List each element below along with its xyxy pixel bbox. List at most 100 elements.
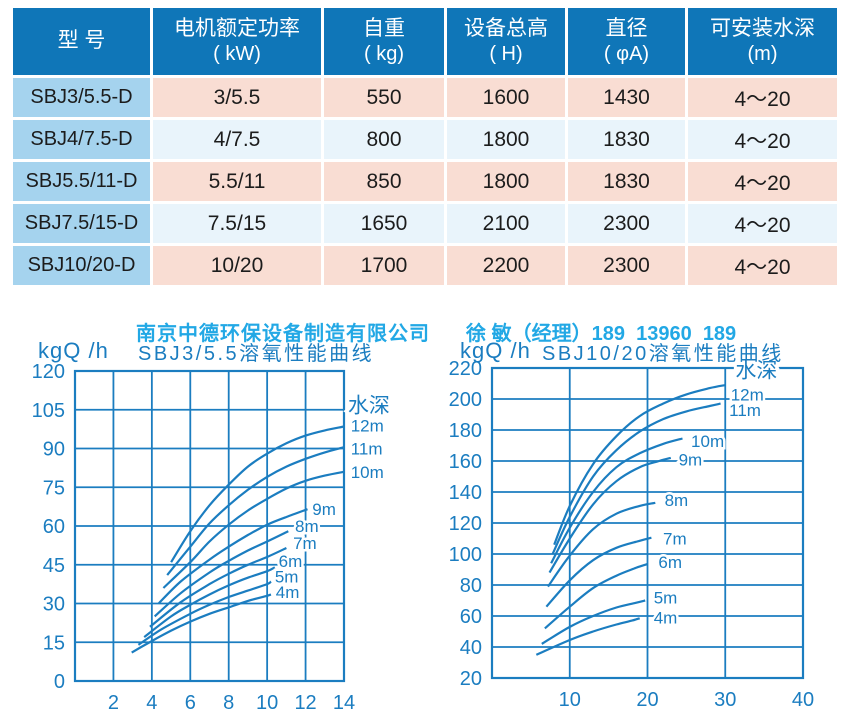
curve-6m xyxy=(143,566,276,638)
curve-label-4m: 4m xyxy=(276,583,300,602)
curve-label-9m: 9m xyxy=(679,450,703,469)
x-tick-label: 30 xyxy=(714,689,736,711)
model-cell: SBJ4/7.5-D xyxy=(13,120,150,159)
x-tick-label: 10 xyxy=(559,689,581,711)
x-tick-label: 14 xyxy=(333,692,355,714)
curve-label-11m: 11m xyxy=(351,440,383,459)
y-tick-label: 220 xyxy=(449,358,482,380)
x-tick-label: 20 xyxy=(636,689,658,711)
curve-label-7m: 7m xyxy=(293,534,317,553)
header-cell-0: 型 号 xyxy=(13,8,150,75)
y-tick-label: 180 xyxy=(449,420,482,442)
curve-label-6m: 6m xyxy=(279,552,303,571)
header-unit: (m) xyxy=(747,43,778,66)
chart-title: SBJ3/5.5溶氧性能曲线 xyxy=(138,342,374,365)
header-cell-4: 直径 ( φA) xyxy=(568,8,685,75)
y-tick-label: 40 xyxy=(460,637,482,659)
contact-line: 南京中德环保设备制造有限公司 徐 敏（经理）189 13960 189 xyxy=(0,294,850,369)
y-tick-label: 15 xyxy=(43,632,65,654)
curve-8m xyxy=(153,530,289,618)
curve-9m xyxy=(157,508,308,605)
curve-label-7m: 7m xyxy=(663,530,687,549)
water-depth-legend: 水深 xyxy=(735,360,777,383)
data-cell: 2300 xyxy=(568,246,685,285)
y-tick-label: 60 xyxy=(43,516,65,538)
curve-4m xyxy=(131,593,272,654)
y-tick-label: 30 xyxy=(43,594,65,616)
y-tick-label: 60 xyxy=(460,606,482,628)
data-cell: 850 xyxy=(324,162,444,201)
data-cell: 2100 xyxy=(447,204,565,243)
chart-sbj10-20-performance: 20 40 60 80 100 120 140 160 180 200 220 10 20 30 40 12m… xyxy=(449,338,815,711)
y-tick-label: 0 xyxy=(54,671,65,693)
data-cell: 1830 xyxy=(568,162,685,201)
header-unit: ( φA) xyxy=(603,43,650,66)
data-cell: 4～20 xyxy=(688,204,837,243)
data-cell: 1800 xyxy=(447,162,565,201)
curve-label-10m: 10m xyxy=(351,463,384,482)
header-unit: ( H) xyxy=(489,43,523,66)
model-cell: SBJ10/20-D xyxy=(13,246,150,285)
header-cell-3: 设备总高 ( H) xyxy=(447,8,565,75)
curve-label-6m: 6m xyxy=(658,553,682,572)
header-title: 直径 xyxy=(605,16,648,40)
y-tick-label: 100 xyxy=(449,544,482,566)
curve-label-5m: 5m xyxy=(275,567,299,586)
curve-12m xyxy=(553,384,726,546)
y-tick-label: 200 xyxy=(449,389,482,411)
x-tick-label: 2 xyxy=(108,692,119,714)
data-cell: 1800 xyxy=(447,120,565,159)
curve-label-12m: 12m xyxy=(351,416,384,435)
header-cell-2: 自重 ( kg) xyxy=(324,8,444,75)
header-unit: ( kW) xyxy=(213,43,261,66)
chart-sbj3-5-performance: 0 15 30 45 60 75 90 105 120 2 4 6 8 10 12 14 12m 11m 10m 9m… xyxy=(32,338,393,714)
y-tick-label: 45 xyxy=(43,555,65,577)
chart-title: SBJ10/20溶氧性能曲线 xyxy=(542,342,784,365)
data-cell: 10/20 xyxy=(153,246,321,285)
curve-label-8m: 8m xyxy=(295,517,319,536)
header-title: 型 号 xyxy=(57,29,106,53)
data-cell: 1600 xyxy=(447,78,565,117)
data-cell: 2300 xyxy=(568,204,685,243)
header-title: 设备总高 xyxy=(464,16,548,40)
curve-9m xyxy=(548,456,672,574)
data-cell: 4～20 xyxy=(688,162,837,201)
curve-7m xyxy=(545,536,652,608)
x-tick-label: 12 xyxy=(294,692,316,714)
header-title: 电机额定功率 xyxy=(174,16,300,40)
x-tick-label: 4 xyxy=(146,692,157,714)
company-name: 南京中德环保设备制造有限公司 xyxy=(136,323,431,345)
y-tick-label: 160 xyxy=(449,451,482,473)
data-cell: 3/5.5 xyxy=(153,78,321,117)
header-title: 可安装水深 xyxy=(710,16,815,40)
curve-5m xyxy=(137,580,272,646)
y-axis-unit-label: kgQ /h xyxy=(460,338,531,363)
x-tick-label: 6 xyxy=(185,692,196,714)
curve-label-10m: 10m xyxy=(691,432,724,451)
header-title: 自重 xyxy=(363,16,405,40)
data-cell: 4～20 xyxy=(688,78,837,117)
model-cell: SBJ5.5/11-D xyxy=(13,162,150,201)
contact-person: 徐 敏（经理）189 13960 189 xyxy=(466,323,737,345)
header-unit: ( kg) xyxy=(364,43,404,66)
y-tick-label: 120 xyxy=(32,361,65,383)
x-tick-label: 10 xyxy=(256,692,278,714)
model-cell: SBJ3/5.5-D xyxy=(13,78,150,117)
curve-10m xyxy=(550,437,683,564)
model-cell: SBJ7.5/15-D xyxy=(13,204,150,243)
curve-11m xyxy=(551,402,721,555)
curve-4m xyxy=(535,617,641,656)
data-cell: 800 xyxy=(324,120,444,159)
curve-7m xyxy=(149,547,287,628)
y-tick-label: 80 xyxy=(460,575,482,597)
data-cell: 4/7.5 xyxy=(153,120,321,159)
data-cell: 550 xyxy=(324,78,444,117)
data-cell: 2200 xyxy=(447,246,565,285)
curve-8m xyxy=(547,501,656,588)
curve-12m xyxy=(170,425,345,563)
curve-label-9m: 9m xyxy=(312,500,336,519)
data-cell: 1830 xyxy=(568,120,685,159)
y-tick-label: 90 xyxy=(43,439,65,461)
curve-label-12m: 12m xyxy=(731,385,764,404)
